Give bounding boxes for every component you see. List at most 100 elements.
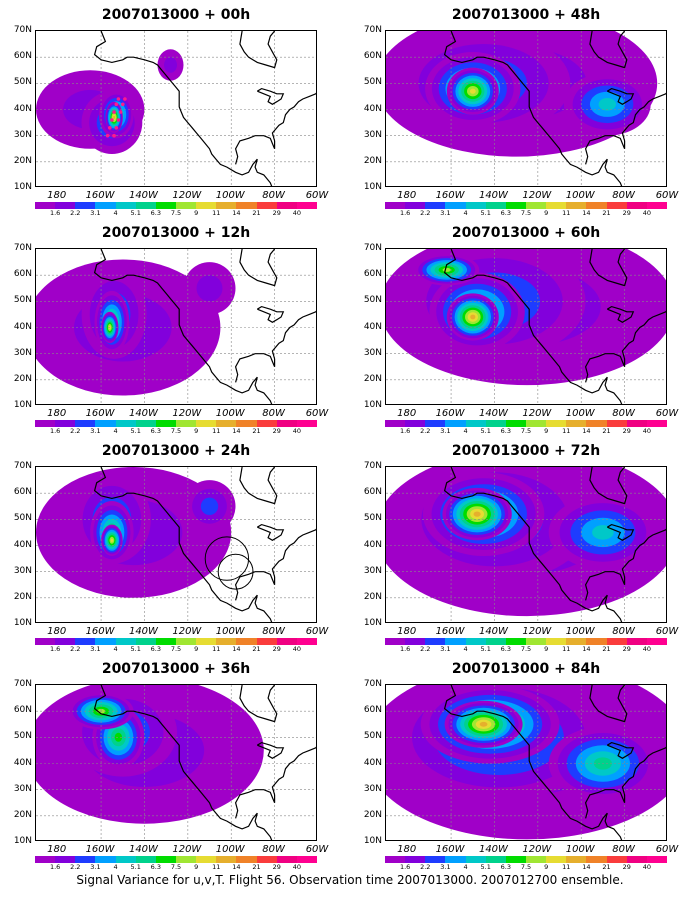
colorbar-swatch — [465, 856, 486, 863]
lon-tick-label: 100W — [565, 844, 595, 855]
observation-marker — [105, 133, 110, 138]
lat-tick-label: 30N — [363, 347, 382, 358]
colorbar-label: 14 — [232, 863, 241, 871]
lat-tick-label: 30N — [363, 783, 382, 794]
colorbar-label: 1.6 — [49, 427, 61, 435]
coastline — [606, 523, 635, 541]
lat-tick-label: 60N — [13, 269, 32, 280]
colorbar-label: 29 — [622, 427, 631, 435]
colorbar-label: 40 — [292, 209, 301, 217]
lon-tick-label: 120W — [522, 408, 552, 419]
map-svg — [386, 31, 666, 186]
lon-tick-label: 120W — [172, 626, 202, 637]
colorbar-swatch — [75, 856, 96, 863]
lat-tick-label: 60N — [13, 487, 32, 498]
lon-tick-label: 60W — [655, 408, 679, 419]
colorbar-label: 21 — [602, 863, 611, 871]
colorbar-swatch — [115, 420, 136, 427]
lon-tick-label: 100W — [565, 626, 595, 637]
coastline — [443, 467, 623, 622]
lat-tick-label: 70N — [363, 243, 382, 253]
map-panel: 2007013000 + 84h 70N 60N 50N 40N 30N 20N 10N 180… — [350, 654, 700, 872]
lon-tick-label: 80W — [262, 190, 285, 201]
map-plot — [385, 466, 667, 623]
colorbar-swatch — [216, 638, 237, 645]
colorbar — [35, 202, 317, 209]
colorbar-swatch — [586, 856, 607, 863]
lat-tick-label: 50N — [13, 295, 32, 306]
coastline — [256, 523, 285, 541]
observation-marker — [108, 126, 112, 130]
coastline — [589, 249, 628, 287]
colorbar-swatch — [385, 638, 406, 645]
colorbar-swatch — [646, 202, 667, 209]
colorbar-label: 2.2 — [70, 427, 81, 435]
coastline — [239, 31, 278, 69]
colorbar-label: 6.3 — [500, 209, 512, 217]
lat-tick-label: 20N — [13, 809, 32, 820]
colorbar-label: 14 — [232, 209, 241, 217]
lon-tick-label: 140W — [478, 190, 508, 201]
colorbar-swatch — [626, 202, 647, 209]
colorbar-swatch — [425, 202, 446, 209]
map-svg — [36, 685, 316, 840]
colorbar-label: 9 — [194, 427, 199, 435]
colorbar-label: 5.1 — [480, 427, 491, 435]
lon-tick-label: 100W — [565, 190, 595, 201]
colorbar-swatch — [465, 638, 486, 645]
colorbar-label: 5.1 — [480, 209, 491, 217]
lon-tick-label: 60W — [655, 844, 679, 855]
colorbar-swatch — [425, 638, 446, 645]
colorbar-swatch — [566, 856, 587, 863]
colorbar-swatch — [525, 420, 547, 427]
colorbar-label: 6.3 — [500, 427, 512, 435]
colorbar-label: 7.5 — [170, 645, 182, 653]
colorbar-swatch — [296, 638, 317, 645]
colorbar-label: 40 — [642, 427, 651, 435]
colorbar-label: 3.1 — [440, 645, 451, 653]
panel-title: 2007013000 + 36h — [101, 661, 251, 677]
observation-marker — [116, 118, 121, 122]
colorbar-label: 4 — [463, 863, 468, 871]
colorbar-swatch — [276, 856, 297, 863]
lon-tick-label: 80W — [262, 408, 285, 419]
lon-tick-label: 160W — [85, 844, 115, 855]
map-plot — [385, 30, 667, 187]
colorbar-swatch — [296, 856, 317, 863]
colorbar-label: 3.1 — [440, 209, 451, 217]
colorbar-swatch — [55, 638, 76, 645]
colorbar-swatch — [135, 420, 156, 427]
colorbar-swatch — [566, 420, 587, 427]
colorbar-swatch — [425, 856, 446, 863]
lon-tick-label: 80W — [612, 408, 635, 419]
panel-title: 2007013000 + 72h — [451, 443, 601, 459]
colorbar-swatch — [606, 420, 627, 427]
colorbar-label: 4 — [113, 427, 118, 435]
colorbar-label: 7.5 — [520, 427, 532, 435]
lat-tick-label: 50N — [363, 77, 382, 88]
variance-contour — [164, 57, 177, 73]
colorbar-label: 14 — [582, 209, 591, 217]
colorbar-label: 2.2 — [420, 645, 431, 653]
lat-tick-label: 40N — [13, 757, 32, 768]
lat-tick-label: 30N — [363, 129, 382, 140]
colorbar-swatch — [525, 638, 547, 645]
colorbar-swatch — [606, 638, 627, 645]
lat-tick-label: 60N — [363, 705, 382, 716]
colorbar-label: 9 — [544, 863, 549, 871]
panel-title: 2007013000 + 12h — [101, 225, 251, 241]
colorbar-label: 40 — [292, 863, 301, 871]
lon-tick-label: 180 — [397, 626, 417, 637]
colorbar-label: 29 — [272, 209, 281, 217]
colorbar-swatch — [276, 202, 297, 209]
colorbar-label: 4 — [463, 427, 468, 435]
map-plot — [385, 248, 667, 405]
colorbar-swatch — [485, 856, 506, 863]
coastline — [584, 310, 666, 383]
colorbar-swatch — [155, 202, 176, 209]
colorbar-swatch — [606, 202, 627, 209]
panel-title: 2007013000 + 84h — [451, 661, 601, 677]
lon-tick-label: 120W — [522, 190, 552, 201]
colorbar-labels: 1.6 2.2 3.1 4 5.1 6.3 7.5 9 11 14 21 29 40 — [385, 209, 667, 218]
lon-tick-label: 160W — [435, 190, 465, 201]
